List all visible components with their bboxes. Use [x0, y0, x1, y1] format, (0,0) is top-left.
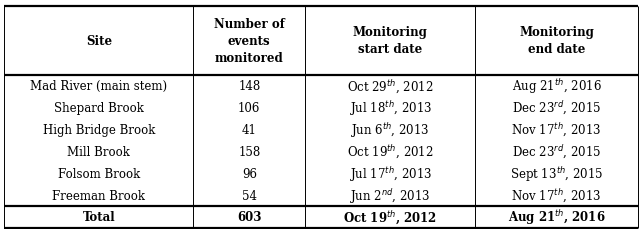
- Text: Dec 23$^{rd}$, 2015: Dec 23$^{rd}$, 2015: [512, 143, 601, 160]
- Text: 106: 106: [238, 102, 260, 115]
- Text: Total: Total: [83, 210, 115, 224]
- Text: Jul 18$^{th}$, 2013: Jul 18$^{th}$, 2013: [349, 99, 431, 118]
- Text: Site: Site: [86, 35, 112, 48]
- Text: Mad River (main stem): Mad River (main stem): [30, 80, 168, 93]
- Text: Jun 6$^{th}$, 2013: Jun 6$^{th}$, 2013: [350, 120, 430, 139]
- Text: Jul 17$^{th}$, 2013: Jul 17$^{th}$, 2013: [349, 164, 431, 183]
- Text: Number of
events
monitored: Number of events monitored: [214, 18, 285, 65]
- Text: Dec 23$^{rd}$, 2015: Dec 23$^{rd}$, 2015: [512, 100, 601, 117]
- Text: Oct 19$^{th}$, 2012: Oct 19$^{th}$, 2012: [347, 143, 433, 160]
- Text: Freeman Brook: Freeman Brook: [52, 189, 145, 202]
- Text: Oct 29$^{th}$, 2012: Oct 29$^{th}$, 2012: [347, 78, 433, 95]
- Text: 41: 41: [242, 123, 257, 136]
- Text: 96: 96: [242, 167, 257, 180]
- Text: Aug 21$^{th}$, 2016: Aug 21$^{th}$, 2016: [508, 207, 605, 226]
- Text: Shepard Brook: Shepard Brook: [54, 102, 144, 115]
- Text: 158: 158: [238, 145, 260, 158]
- Text: Mill Brook: Mill Brook: [67, 145, 131, 158]
- Text: Aug 21$^{th}$, 2016: Aug 21$^{th}$, 2016: [511, 77, 602, 96]
- Text: 603: 603: [237, 210, 262, 224]
- Text: Monitoring
start date: Monitoring start date: [353, 26, 428, 56]
- Text: Sept 13$^{th}$, 2015: Sept 13$^{th}$, 2015: [510, 164, 603, 183]
- Text: Folsom Brook: Folsom Brook: [58, 167, 140, 180]
- Text: Jun 2$^{nd}$, 2013: Jun 2$^{nd}$, 2013: [349, 186, 431, 205]
- Text: High Bridge Brook: High Bridge Brook: [43, 123, 155, 136]
- Text: 148: 148: [238, 80, 260, 93]
- Text: Oct 19$^{th}$, 2012: Oct 19$^{th}$, 2012: [343, 208, 437, 226]
- Text: Nov 17$^{th}$, 2013: Nov 17$^{th}$, 2013: [511, 121, 602, 139]
- Text: Nov 17$^{th}$, 2013: Nov 17$^{th}$, 2013: [511, 187, 602, 204]
- Text: Monitoring
end date: Monitoring end date: [519, 26, 594, 56]
- Text: 54: 54: [242, 189, 257, 202]
